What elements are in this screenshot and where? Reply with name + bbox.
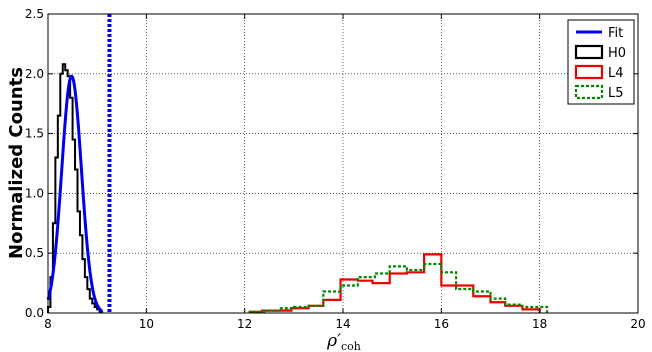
- axis-ticks: 8 10 12 14 16 18 20 0.0 0.5 1.0 1.5 2.0 2.5: [25, 7, 646, 331]
- legend-label-h0: H0: [608, 46, 626, 61]
- series-layer: [48, 14, 547, 313]
- y-tick-label: 1.0: [25, 186, 44, 200]
- legend-label-fit: Fit: [608, 26, 623, 41]
- y-tick-label: 2.5: [25, 7, 44, 21]
- y-axis-label: Normalized Counts: [6, 67, 27, 259]
- plot-border: [48, 14, 638, 313]
- plot-frame: [48, 14, 638, 313]
- y-tick-label: 2.0: [25, 67, 44, 81]
- legend-label-l5: L5: [608, 86, 624, 101]
- x-axis-label-main: ρ′: [326, 331, 341, 351]
- x-tick-label: 14: [335, 317, 350, 331]
- legend-label-l4: L4: [608, 66, 624, 81]
- grid-lines: [48, 14, 638, 313]
- x-tick-label: 12: [237, 317, 252, 331]
- x-axis-label-sub: coh: [341, 340, 361, 352]
- x-axis-label: ρ′coh: [326, 331, 361, 352]
- series-l4-histogram: [250, 254, 540, 313]
- y-tick-label: 1.5: [25, 127, 44, 141]
- x-tick-label: 8: [44, 317, 52, 331]
- legend: Fit H0 L4 L5: [568, 20, 634, 104]
- x-tick-label: 20: [630, 317, 645, 331]
- x-tick-label: 10: [139, 317, 154, 331]
- y-tick-label: 0.5: [25, 246, 44, 260]
- x-tick-label: 16: [434, 317, 449, 331]
- series-l5-histogram: [250, 264, 547, 313]
- y-tick-label: 0.0: [25, 306, 44, 320]
- x-tick-label: 18: [532, 317, 547, 331]
